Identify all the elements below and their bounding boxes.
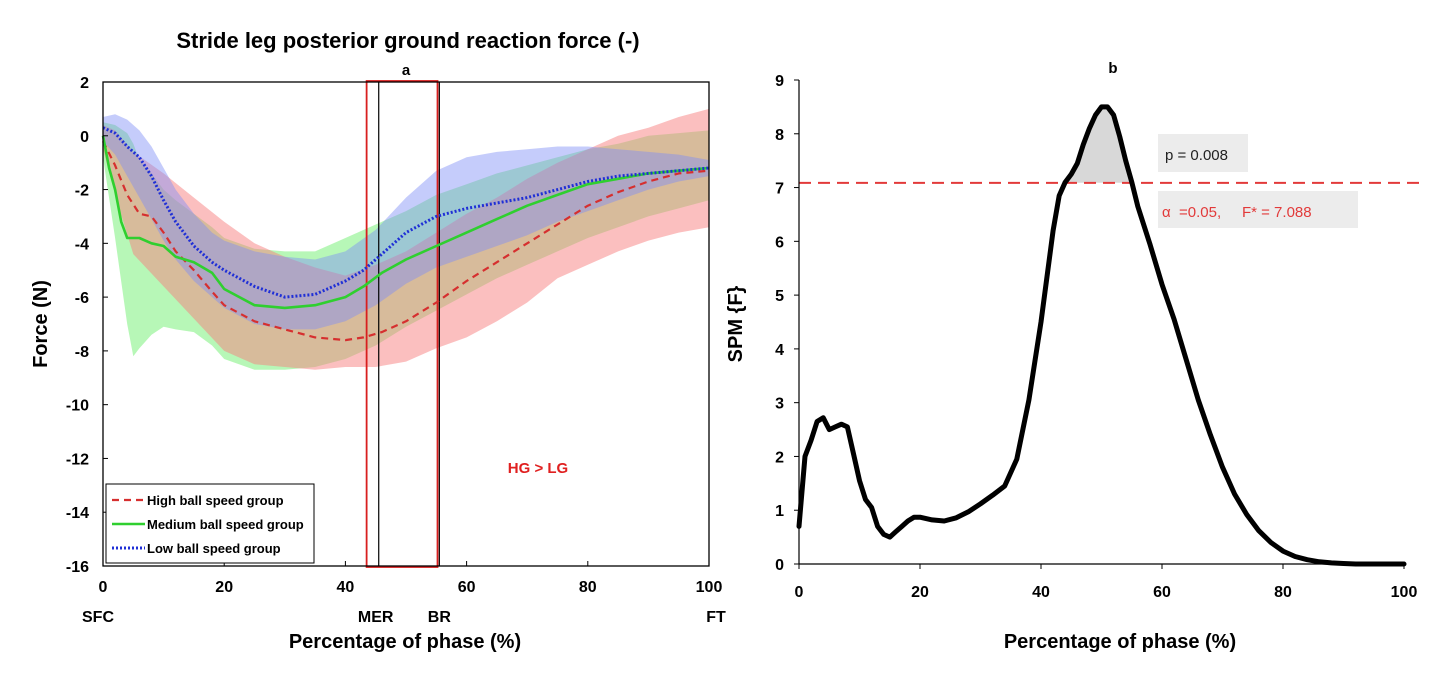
panel-a-label: a: [402, 62, 411, 79]
annotation-boxes: [1158, 134, 1358, 228]
x-tick-label: 20: [911, 584, 929, 601]
x-tick-label: 0: [795, 584, 804, 601]
y-axis-b: 0 1 2 3 4 5 6 7 8 9: [775, 73, 799, 574]
y-tick-label: -8: [75, 344, 89, 361]
series-lines: [101, 126, 710, 342]
legend-label: Low ball speed group: [147, 541, 281, 556]
legend-label: Medium ball speed group: [147, 517, 304, 532]
y-tick-label: 2: [80, 75, 89, 92]
y-tick-label: -4: [75, 236, 89, 253]
panel-b: b 0 1 2 3 4 5 6 7 8 9 0 20 40 60 80 100 p = 0.008 α =0…: [725, 60, 1425, 653]
series-line-dashed: [102, 140, 710, 342]
series-line-dotted: [102, 126, 710, 299]
x-tick-label: 100: [696, 579, 723, 596]
band-low: [103, 114, 709, 330]
chart-a-title: Stride leg posterior ground reaction for…: [176, 28, 639, 53]
event-labels: SFC MER BR FT: [82, 609, 726, 626]
legend-label: High ball speed group: [147, 493, 284, 508]
y-axis-a: 2 0 -2 -4 -6 -8 -10 -12 -14 -16: [66, 75, 108, 576]
plot-a-frame: [102, 81, 710, 567]
series-line-solid: [101, 135, 710, 310]
significant-region: [365, 80, 439, 568]
y-tick-label: 6: [775, 234, 784, 251]
event-label-mer: MER: [358, 609, 394, 626]
panel-b-label: b: [1108, 60, 1117, 77]
x-tick-label: 80: [1274, 584, 1292, 601]
significant-region-box: [365, 80, 439, 568]
spm-curve: [796, 104, 1407, 567]
x-tick-label: 100: [1391, 584, 1418, 601]
x-axis-a-label: Percentage of phase (%): [289, 631, 521, 653]
y-tick-label: -10: [66, 398, 89, 415]
x-axis-a: 0 20 40 60 80 100: [99, 561, 723, 596]
x-tick-label: 60: [1153, 584, 1171, 601]
x-tick-label: 40: [1032, 584, 1050, 601]
y-tick-label: -2: [75, 183, 89, 200]
alpha-threshold-text: α =0.05, F* = 7.088: [1162, 204, 1312, 221]
x-tick-label: 40: [337, 579, 355, 596]
y-tick-label: 4: [775, 342, 784, 359]
significance-annotation: HG > LG: [508, 460, 568, 477]
spm-curve-line: [796, 104, 1407, 567]
event-label-sfc: SFC: [82, 609, 114, 626]
x-tick-label: 0: [99, 579, 108, 596]
event-label-br: BR: [428, 609, 452, 626]
y-tick-label: -14: [66, 505, 89, 522]
p-value-box: [1158, 134, 1248, 172]
x-axis-b-label: Percentage of phase (%): [1004, 631, 1236, 653]
event-label-ft: FT: [706, 609, 726, 626]
y-tick-label: 3: [775, 396, 784, 413]
y-tick-label: -6: [75, 290, 89, 307]
event-lines: [378, 82, 440, 566]
panel-a: Stride leg posterior ground reaction for…: [30, 28, 726, 653]
y-tick-label: 0: [775, 557, 784, 574]
legend: High ball speed group Medium ball speed g…: [105, 483, 315, 564]
y-axis-a-label: Force (N): [30, 280, 52, 368]
x-tick-label: 60: [458, 579, 476, 596]
y-tick-label: -12: [66, 451, 89, 468]
x-axis-b: 0 20 40 60 80 100: [795, 564, 1418, 601]
y-axis-b-label: SPM {F}: [725, 285, 747, 362]
y-tick-label: 5: [775, 288, 784, 305]
confidence-bands: [103, 108, 709, 370]
y-tick-label: 7: [775, 181, 784, 198]
x-tick-label: 20: [215, 579, 233, 596]
p-value-text: p = 0.008: [1165, 147, 1228, 164]
y-tick-label: 8: [775, 127, 784, 144]
y-tick-label: 0: [80, 129, 89, 146]
y-tick-label: 9: [775, 73, 784, 90]
y-tick-label: -16: [66, 559, 89, 576]
x-tick-label: 80: [579, 579, 597, 596]
y-tick-label: 1: [775, 503, 784, 520]
y-tick-label: 2: [775, 449, 784, 466]
alpha-box: [1158, 191, 1358, 228]
